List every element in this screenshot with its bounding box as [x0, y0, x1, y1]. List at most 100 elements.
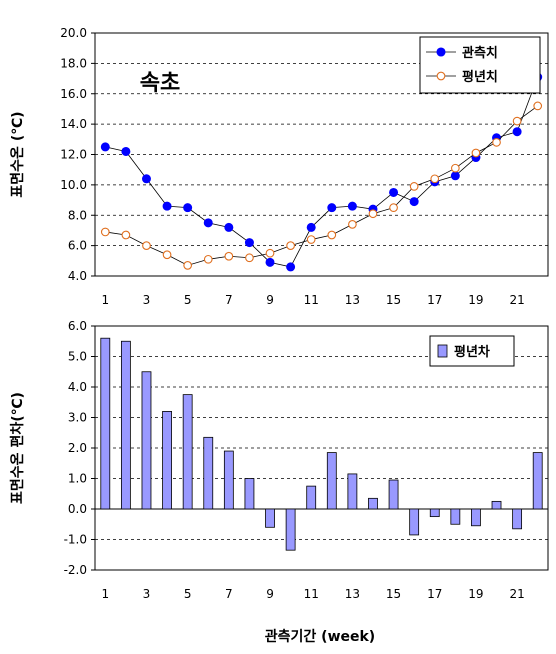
- data-point-normal: [409, 182, 419, 191]
- bottom-x-tick-label: 5: [184, 587, 192, 601]
- bottom-y-tick-label: 3.0: [68, 411, 87, 425]
- data-point-observed: [244, 238, 254, 248]
- data-point-normal: [286, 241, 295, 250]
- data-point-normal: [203, 254, 213, 264]
- data-point-observed: [121, 146, 131, 156]
- line-series-observed: [105, 76, 539, 268]
- top-y-tick-label: 18.0: [60, 56, 87, 70]
- deviation-bar: [368, 497, 378, 510]
- data-point-normal: [430, 174, 440, 184]
- bottom-x-tick-label: 9: [266, 587, 274, 601]
- top-y-tick-label: 8.0: [68, 208, 87, 222]
- data-point-normal: [306, 235, 316, 244]
- bottom-x-tick-label: 17: [427, 587, 442, 601]
- top-y-tick-label: 20.0: [60, 26, 87, 40]
- data-point-normal: [142, 241, 151, 250]
- data-point-observed: [100, 142, 110, 152]
- bottom-x-tick-label: 13: [345, 587, 360, 601]
- deviation-bar: [471, 508, 481, 527]
- data-point-normal: [512, 116, 522, 126]
- top-y-tick-label: 6.0: [68, 239, 87, 253]
- data-point-normal: [348, 220, 357, 229]
- deviation-bar: [244, 478, 255, 510]
- data-point-observed: [224, 222, 234, 232]
- data-point-normal: [389, 203, 398, 213]
- bottom-y-tick-label: 4.0: [68, 380, 87, 394]
- data-point-observed: [450, 171, 460, 181]
- bottom-y-tick-label: 5.0: [68, 350, 87, 364]
- top-x-tick-label: 9: [266, 293, 274, 307]
- top-x-tick-label: 5: [184, 293, 192, 307]
- bottom-y-tick-label: 0.0: [68, 502, 87, 516]
- bottom-x-tick-label: 1: [101, 587, 109, 601]
- top-y-tick-label: 14.0: [60, 117, 87, 131]
- deviation-bar: [182, 394, 193, 510]
- data-point-observed: [203, 218, 213, 228]
- top-x-tick-label: 3: [143, 293, 151, 307]
- data-point-observed: [327, 203, 337, 213]
- top-y-tick-label: 12.0: [60, 148, 87, 162]
- deviation-bar: [306, 485, 317, 510]
- bottom-x-axis-label: 관측기간 (week): [265, 628, 375, 645]
- deviation-bar: [450, 508, 461, 525]
- deviation-bar: [162, 410, 172, 510]
- top-y-tick-label: 16.0: [60, 87, 87, 101]
- top-legend: [419, 36, 541, 94]
- top-x-tick-label: 1: [101, 293, 109, 307]
- legend-marker-swatch: [436, 47, 446, 57]
- bottom-x-tick-label: 19: [468, 587, 483, 601]
- bottom-x-tick-label: 7: [225, 587, 233, 601]
- deviation-bar: [429, 508, 440, 518]
- deviation-bar: [203, 436, 214, 510]
- bottom-x-tick-label: 11: [304, 587, 319, 601]
- data-point-normal: [265, 248, 275, 258]
- data-point-observed: [389, 187, 399, 197]
- bottom-y-tick-label: -1.0: [64, 533, 87, 547]
- data-point-observed: [183, 203, 193, 213]
- deviation-bar: [388, 479, 399, 510]
- bottom-y-tick-label: 6.0: [68, 319, 87, 333]
- data-point-observed: [141, 174, 151, 184]
- bottom-x-tick-label: 3: [143, 587, 151, 601]
- data-point-normal: [471, 148, 481, 158]
- data-point-observed: [306, 222, 316, 232]
- top-x-tick-label: 7: [225, 293, 233, 307]
- data-point-observed: [265, 257, 275, 267]
- deviation-bar: [100, 337, 111, 510]
- deviation-bar: [491, 500, 502, 510]
- bottom-y-tick-label: 1.0: [68, 472, 87, 486]
- data-point-normal: [245, 253, 254, 263]
- legend-marker-swatch: [436, 71, 446, 81]
- legend-label: 평년치: [462, 69, 498, 85]
- top-panel: 4.06.08.010.012.014.016.018.020.01 3 5 7 9 11…: [9, 26, 549, 307]
- deviation-bar: [532, 452, 543, 510]
- deviation-bar: [120, 340, 131, 510]
- data-point-normal: [450, 163, 460, 173]
- top-y-axis-label: 표면수온 (℃): [9, 111, 26, 197]
- data-point-normal: [162, 250, 172, 260]
- deviation-bar: [409, 508, 420, 536]
- station-name-annotation: 속초: [140, 71, 180, 96]
- top-x-tick-label: 19: [468, 293, 483, 307]
- bottom-y-tick-label: -2.0: [64, 563, 87, 577]
- data-point-observed: [512, 127, 522, 137]
- data-point-observed: [347, 201, 357, 211]
- data-point-normal: [492, 138, 501, 147]
- data-point-normal: [100, 227, 110, 237]
- deviation-bar: [223, 450, 234, 510]
- bottom-y-tick-label: 2.0: [68, 441, 87, 455]
- data-point-observed: [409, 197, 419, 207]
- legend-label: 평년차: [454, 344, 490, 360]
- bottom-y-axis-label: 표면수온 편차(℃): [9, 392, 26, 504]
- data-point-normal: [368, 209, 378, 219]
- deviation-bar: [265, 508, 275, 528]
- legend-bar-swatch: [437, 344, 448, 358]
- top-x-tick-label: 17: [427, 293, 442, 307]
- data-point-normal: [327, 230, 337, 240]
- top-y-tick-label: 10.0: [60, 178, 87, 192]
- data-point-normal: [224, 251, 234, 261]
- deviation-bar: [512, 508, 523, 530]
- bottom-panel: -2.0-1.00.01.02.03.04.05.06.01 3 5 7 9 11 13 15…: [9, 319, 549, 645]
- bottom-x-tick-label: 21: [509, 587, 524, 601]
